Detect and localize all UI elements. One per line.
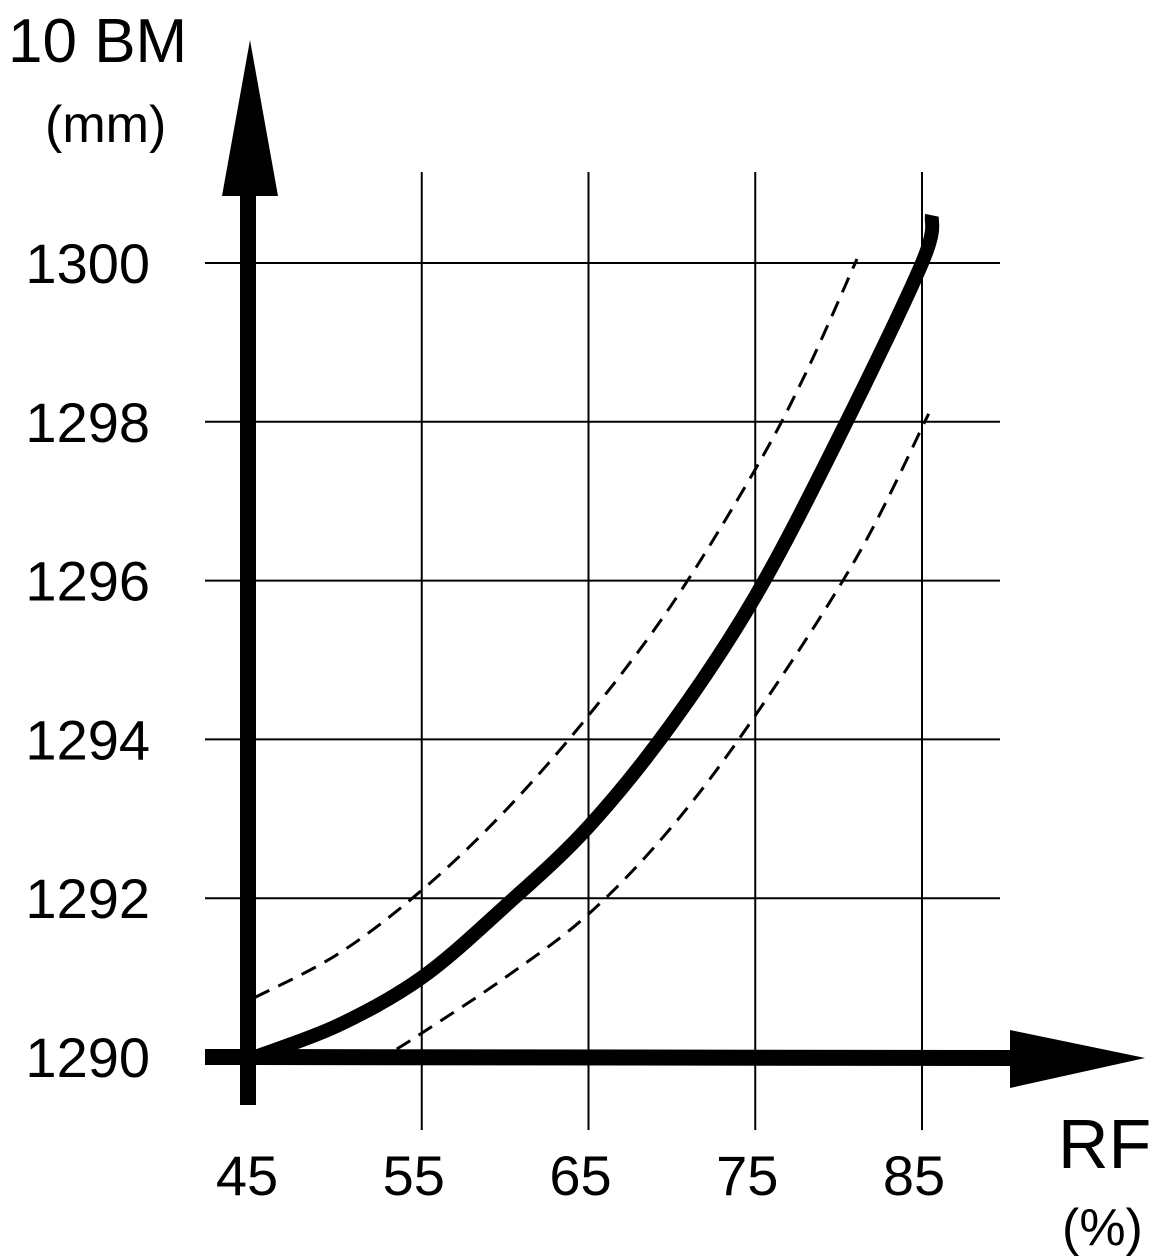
x-axis-unit: (%) (1062, 1199, 1143, 1257)
y-axis-label: 10 BM (8, 7, 187, 76)
y-axis-unit: (mm) (45, 96, 166, 154)
series-group (252, 213, 940, 1064)
x-tick-label: 85 (883, 1144, 945, 1207)
x-tick-label: 75 (716, 1144, 778, 1207)
x-tick-label: 65 (549, 1144, 611, 1207)
axes (204, 40, 1145, 1105)
y-tick-label: 1292 (25, 867, 150, 930)
y-axis-arrow (222, 40, 278, 196)
y-tick-label: 1290 (25, 1026, 150, 1089)
y-tick-label: 1298 (25, 391, 150, 454)
x-axis (204, 1049, 1016, 1066)
grid (205, 172, 1000, 1130)
tick-labels: 1290 1292 1294 1296 1298 1300 45 55 65 75 85 (25, 232, 945, 1207)
x-tick-label: 45 (216, 1144, 278, 1207)
y-tick-label: 1296 (25, 550, 150, 613)
x-axis-label: RF (1058, 1105, 1151, 1183)
y-tick-label: 1294 (25, 708, 150, 771)
y-tick-label: 1300 (25, 232, 150, 295)
x-tick-label: 55 (383, 1144, 445, 1207)
series-line-solid (252, 213, 940, 1064)
series-line-dashed-1 (254, 258, 859, 999)
x-axis-arrow (1010, 1030, 1145, 1088)
series-line-dashed-2 (395, 413, 931, 1051)
